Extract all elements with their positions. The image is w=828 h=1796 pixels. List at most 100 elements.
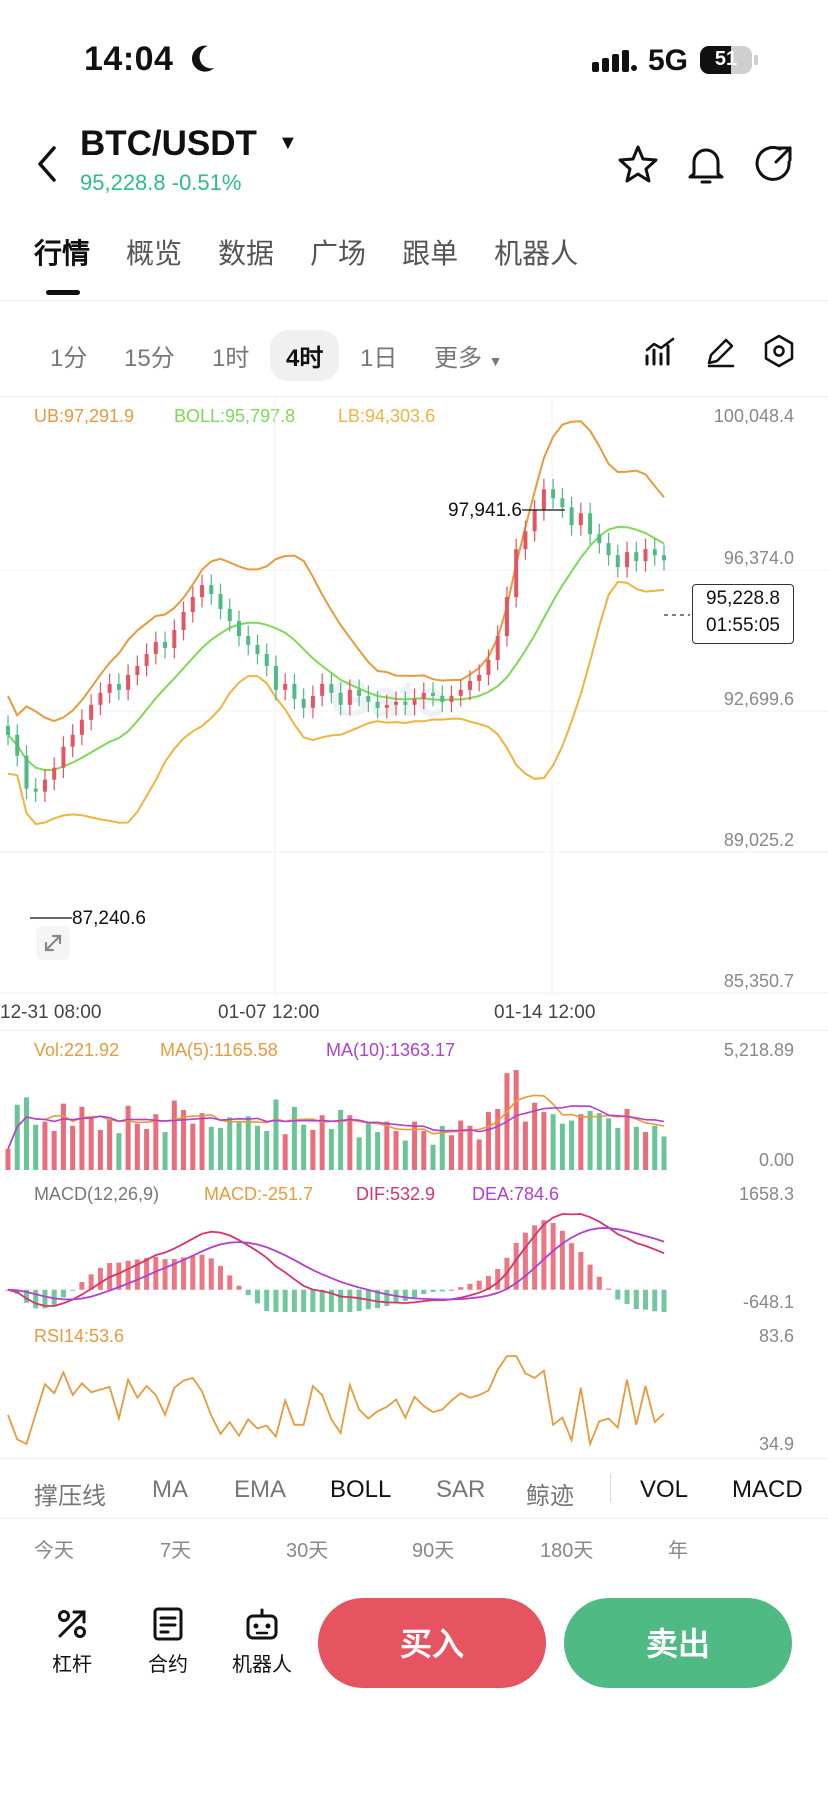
price-change: 95,228.8 -0.51% — [80, 170, 242, 195]
expand-icon[interactable] — [36, 926, 70, 960]
candle — [366, 695, 371, 702]
tab-bot[interactable]: 机器人 — [494, 238, 579, 269]
pair-title[interactable]: BTC/USDT — [80, 124, 257, 163]
indicator-ema[interactable]: EMA — [234, 1476, 287, 1503]
contract-action[interactable]: 合约 — [140, 1606, 196, 1677]
interval-more[interactable]: 更多 ▼ — [434, 345, 503, 372]
volume-bar — [596, 1113, 602, 1170]
volume-bar — [578, 1114, 584, 1170]
macd-bar — [218, 1266, 224, 1290]
candle — [310, 695, 315, 708]
bell-icon[interactable] — [686, 144, 726, 186]
volume-bar — [412, 1121, 418, 1170]
period-90d[interactable]: 90天 — [412, 1540, 455, 1562]
candle — [329, 683, 334, 693]
indicator-support-resistance[interactable]: 撑压线 — [34, 1483, 106, 1510]
pair-dropdown-icon[interactable]: ▼ — [278, 132, 298, 154]
interval-1h[interactable]: 1时 — [212, 345, 250, 372]
interval-4h[interactable]: 4时 — [270, 330, 340, 381]
candle — [578, 513, 583, 526]
rsi-label: RSI14:53.6 — [34, 1326, 125, 1346]
volume-bar — [125, 1105, 131, 1170]
macd-bar — [245, 1289, 251, 1296]
tab-square[interactable]: 广场 — [310, 238, 367, 269]
indicator-icon[interactable] — [644, 336, 676, 368]
vol-ma10-line — [7, 1105, 665, 1150]
candle — [347, 689, 352, 705]
tab-copy-trading[interactable]: 跟单 — [402, 238, 459, 269]
volume-bar — [23, 1097, 29, 1170]
candle — [181, 612, 186, 630]
leverage-icon — [58, 1610, 86, 1638]
low-marker: 87,240.6 — [72, 908, 146, 929]
leverage-label: 杠杆 — [52, 1654, 92, 1676]
divider — [0, 396, 828, 397]
candlestick-chart[interactable]: Gate 97,941.6 87,240.6 — [0, 396, 828, 996]
indicator-ma[interactable]: MA — [152, 1476, 188, 1503]
candle — [421, 692, 426, 699]
back-icon[interactable] — [34, 144, 58, 184]
candle — [551, 489, 556, 499]
period-today[interactable]: 今天 — [34, 1540, 74, 1562]
macd-bar — [60, 1289, 66, 1298]
macd-bar — [125, 1260, 131, 1290]
period-180d[interactable]: 180天 — [540, 1540, 594, 1562]
volume-bar — [569, 1120, 575, 1170]
candle — [625, 552, 630, 568]
indicator-boll[interactable]: BOLL — [330, 1476, 392, 1503]
indicator-sar[interactable]: SAR — [436, 1476, 486, 1503]
macd-bar — [384, 1289, 390, 1307]
star-icon[interactable] — [618, 144, 658, 184]
boll-upper-line — [7, 420, 665, 723]
macd-axis-max: 1658.3 — [738, 1184, 794, 1204]
candle — [643, 549, 648, 562]
divider — [0, 1518, 828, 1519]
period-30d[interactable]: 30天 — [286, 1540, 329, 1562]
macd-bar — [208, 1258, 214, 1290]
share-icon[interactable] — [754, 144, 794, 184]
indicator-whale[interactable]: 鲸迹 — [526, 1483, 574, 1510]
macd-bar — [338, 1289, 344, 1312]
interval-1d[interactable]: 1日 — [360, 345, 398, 372]
settings-icon[interactable] — [762, 334, 796, 368]
tab-data[interactable]: 数据 — [218, 238, 275, 269]
draw-icon[interactable] — [704, 336, 736, 368]
volume-bar — [14, 1104, 20, 1170]
volume-bar — [393, 1131, 399, 1170]
volume-bar — [97, 1130, 103, 1170]
indicator-vol[interactable]: VOL — [640, 1476, 689, 1503]
bot-action[interactable]: 机器人 — [226, 1606, 298, 1677]
indicator-macd[interactable]: MACD — [732, 1476, 803, 1503]
candle — [292, 683, 297, 699]
macd-bar — [153, 1256, 159, 1290]
period-year[interactable]: 年 — [668, 1540, 688, 1562]
candle — [634, 552, 639, 562]
volume-bar — [347, 1115, 353, 1170]
tab-overview[interactable]: 概览 — [126, 238, 183, 269]
volume-bar — [356, 1137, 362, 1170]
boll-ub-label: UB:97,291.9 — [34, 406, 135, 426]
macd-bar — [88, 1274, 94, 1290]
macd-bar — [236, 1285, 242, 1290]
price-axis-label: 92,699.6 — [723, 689, 794, 709]
high-marker: 97,941.6 — [448, 500, 522, 521]
vol-ma10-label: MA(10):1363.17 — [326, 1040, 456, 1060]
tab-market[interactable]: 行情 — [34, 238, 91, 269]
candle — [42, 779, 47, 792]
candle — [200, 585, 205, 598]
leverage-action[interactable]: 杠杆 — [44, 1606, 100, 1677]
macd-bar — [606, 1288, 612, 1290]
moon-icon — [191, 45, 214, 72]
sell-button[interactable]: 卖出 — [564, 1598, 792, 1688]
volume-bar — [495, 1108, 501, 1170]
macd-bar — [495, 1268, 501, 1290]
volume-bar — [606, 1118, 612, 1170]
volume-bar — [375, 1132, 381, 1170]
volume-bar — [522, 1121, 528, 1170]
interval-15m[interactable]: 15分 — [124, 345, 175, 372]
period-7d[interactable]: 7天 — [160, 1540, 192, 1562]
macd-dif: DIF:532.9 — [356, 1184, 436, 1204]
candle — [236, 621, 241, 636]
buy-button[interactable]: 买入 — [318, 1598, 546, 1688]
interval-1m[interactable]: 1分 — [50, 345, 88, 372]
